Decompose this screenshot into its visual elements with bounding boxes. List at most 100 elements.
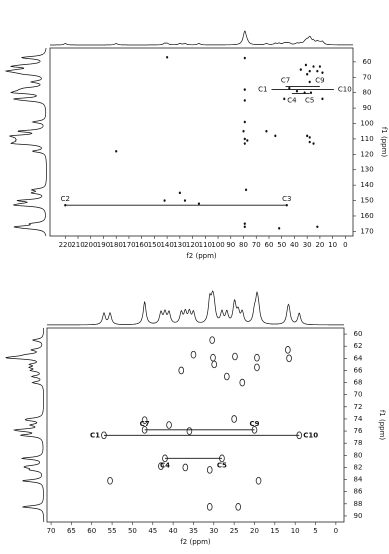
x-tick-label: 45 bbox=[148, 527, 157, 535]
peak bbox=[243, 222, 246, 225]
x-tick-label: 110 bbox=[199, 241, 212, 249]
correlation-label: C10 bbox=[303, 431, 318, 439]
y-tick-label: 120 bbox=[360, 150, 373, 158]
peak bbox=[306, 134, 309, 138]
correlation-label: C5 bbox=[217, 461, 227, 469]
y-tick-label: 86 bbox=[354, 488, 363, 496]
x-tick-label: 150 bbox=[148, 241, 161, 249]
x-tick-label: 30 bbox=[209, 527, 218, 535]
peak bbox=[244, 188, 248, 192]
y-tick-label: 74 bbox=[354, 415, 363, 423]
peak bbox=[308, 80, 311, 84]
plot-frame bbox=[46, 327, 345, 523]
peak bbox=[309, 91, 313, 94]
x-tick-label: 65 bbox=[67, 527, 76, 535]
x-tick-label: 190 bbox=[97, 241, 110, 249]
y-tick-label: 90 bbox=[354, 512, 363, 520]
correlation-label: C4 bbox=[160, 461, 170, 469]
x-tick-label: 30 bbox=[303, 241, 312, 249]
x-axis-label: f2 (ppm) bbox=[180, 538, 211, 546]
y-tick-label: 68 bbox=[354, 379, 363, 387]
peak bbox=[295, 89, 299, 93]
projection-f2 bbox=[47, 290, 344, 326]
x-tick-label: 180 bbox=[110, 241, 123, 249]
y-tick-label: 62 bbox=[354, 342, 363, 350]
x-tick-label: 15 bbox=[270, 527, 279, 535]
peak bbox=[224, 372, 230, 381]
peak bbox=[163, 199, 166, 202]
correlation-label: C9 bbox=[249, 420, 259, 428]
y-axis-label: f1 (ppm) bbox=[380, 127, 388, 158]
correlation-label: C3 bbox=[282, 195, 291, 203]
peak bbox=[243, 99, 246, 102]
y-tick-label: 60 bbox=[363, 58, 372, 66]
correlation-label: C1 bbox=[90, 431, 100, 439]
peak bbox=[308, 136, 311, 139]
peak bbox=[232, 352, 238, 361]
y-tick-label: 78 bbox=[354, 439, 363, 447]
x-tick-label: 20 bbox=[315, 241, 324, 249]
x-tick-label: 80 bbox=[239, 241, 248, 249]
panel: 220 210 200 190 180 170 160 150 140 130 120 110 100 9… bbox=[4, 30, 388, 260]
peak bbox=[209, 336, 215, 344]
peak bbox=[178, 366, 185, 375]
y-tick-label: 160 bbox=[360, 212, 373, 220]
x-tick-label: 0 bbox=[343, 241, 347, 249]
y-tick-label: 170 bbox=[360, 227, 373, 235]
y-tick-label: 80 bbox=[363, 89, 372, 97]
peak bbox=[166, 421, 172, 429]
y-tick-label: 72 bbox=[354, 403, 363, 411]
projection-f1 bbox=[5, 327, 45, 522]
y-tick-label: 90 bbox=[363, 104, 372, 112]
x-tick-label: 100 bbox=[211, 241, 224, 249]
x-tick-label: 40 bbox=[169, 527, 178, 535]
y-tick-label: 64 bbox=[354, 354, 363, 362]
peak bbox=[321, 71, 324, 74]
peak bbox=[299, 68, 302, 71]
peak bbox=[321, 97, 324, 101]
peak bbox=[318, 65, 321, 68]
y-tick-label: 66 bbox=[354, 366, 363, 374]
peak bbox=[312, 142, 315, 145]
peak bbox=[107, 476, 113, 485]
y-tick-label: 140 bbox=[360, 181, 373, 189]
peak bbox=[186, 427, 193, 435]
x-tick-label: 170 bbox=[122, 241, 135, 249]
y-tick-label: 84 bbox=[354, 476, 363, 484]
peak bbox=[231, 415, 237, 423]
peak bbox=[254, 353, 260, 362]
projection-f2 bbox=[50, 30, 353, 46]
x-axis-label: f2 (ppm) bbox=[186, 252, 217, 260]
x-tick-label: 50 bbox=[277, 241, 286, 249]
y-tick-label: 80 bbox=[354, 451, 363, 459]
y-tick-label: 70 bbox=[354, 391, 363, 399]
y-tick-label: 60 bbox=[354, 330, 363, 338]
peak bbox=[288, 86, 291, 90]
peak bbox=[286, 354, 292, 363]
correlation-label: C1 bbox=[258, 86, 267, 94]
peak bbox=[243, 137, 246, 141]
correlation-label: C7 bbox=[140, 420, 150, 428]
x-tick-label: 0 bbox=[334, 527, 338, 535]
correlation-label: C7 bbox=[281, 77, 290, 85]
x-tick-label: 210 bbox=[71, 241, 84, 249]
peak bbox=[158, 462, 164, 471]
correlation-label: C2 bbox=[61, 195, 70, 203]
x-tick-label: 70 bbox=[252, 241, 261, 249]
x-tick-label: 35 bbox=[189, 527, 198, 535]
correlation-label: C9 bbox=[315, 77, 324, 85]
peak bbox=[190, 350, 197, 359]
peak bbox=[304, 63, 307, 67]
peak bbox=[255, 476, 262, 485]
peak bbox=[308, 140, 311, 144]
y-axis-label: f1 (ppm) bbox=[378, 410, 386, 441]
plot-frame bbox=[49, 47, 354, 237]
peak bbox=[206, 503, 213, 511]
peak bbox=[254, 363, 260, 372]
x-tick-label: 10 bbox=[291, 527, 300, 535]
peak bbox=[115, 149, 118, 153]
x-tick-label: 60 bbox=[265, 241, 274, 249]
y-tick-label: 88 bbox=[354, 500, 363, 508]
peak bbox=[166, 55, 169, 59]
